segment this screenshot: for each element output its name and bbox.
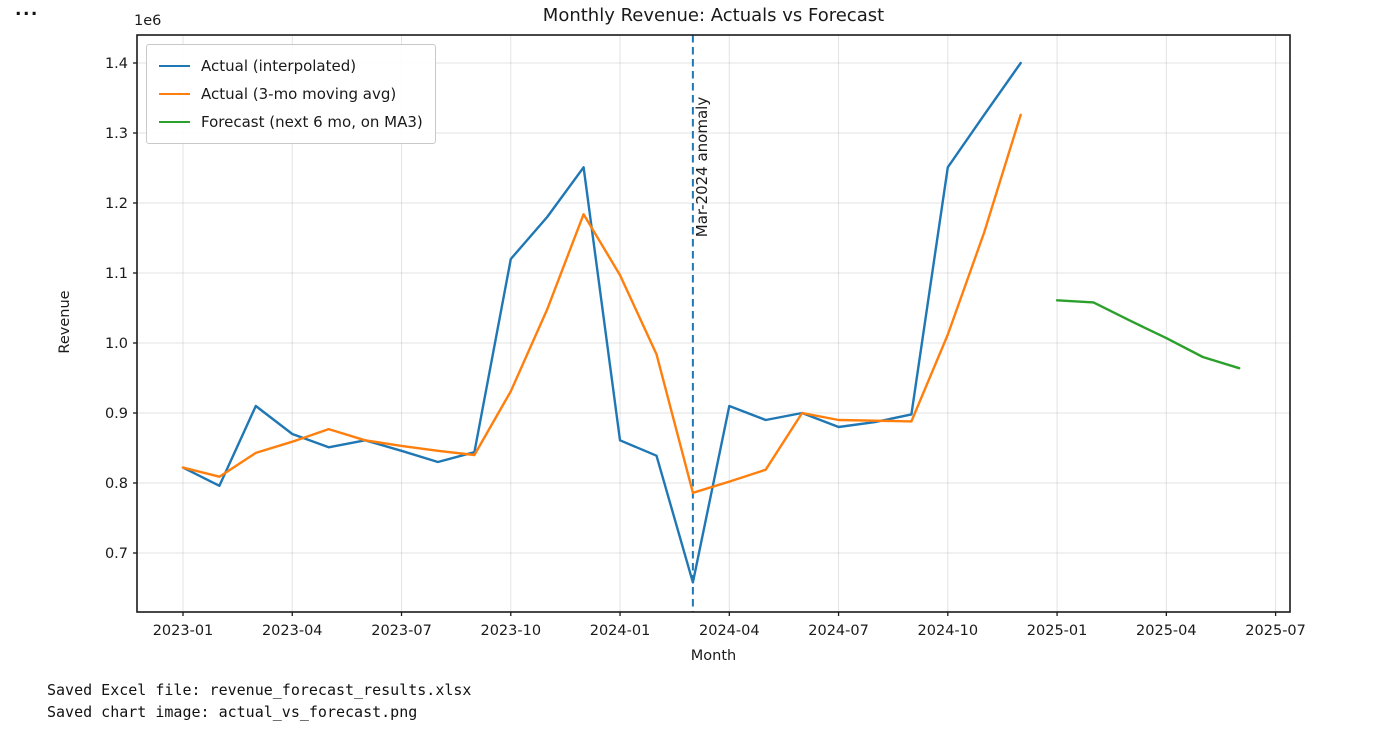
x-tick-label: 2024-07 bbox=[808, 623, 869, 639]
x-tick-label: 2025-07 bbox=[1245, 623, 1306, 639]
legend-line-swatch-blue bbox=[159, 65, 190, 67]
series-line-actual-3-mo-moving-avg bbox=[181, 113, 1022, 494]
legend-item-forecast: Forecast (next 6 mo, on MA3) bbox=[159, 108, 423, 136]
series-line-forecast-next-6-mo-on-ma3 bbox=[1055, 299, 1241, 370]
y-tick-label: 0.8 bbox=[105, 476, 128, 492]
y-tick-label: 0.7 bbox=[105, 546, 128, 562]
y-tick-label: 1.1 bbox=[105, 266, 128, 282]
x-axis-title: Month bbox=[690, 648, 737, 664]
x-tick-label: 2023-04 bbox=[262, 623, 323, 639]
y-axis-title: Revenue bbox=[57, 290, 73, 354]
anomaly-annotation-label: Mar-2024 anomaly bbox=[693, 96, 711, 238]
x-tick-label: 2023-10 bbox=[480, 623, 541, 639]
x-tick-label: 2024-10 bbox=[918, 623, 979, 639]
x-tick-label: 2024-01 bbox=[590, 623, 651, 639]
legend-line-swatch-green bbox=[159, 121, 190, 123]
truncated-output-ellipsis: ... bbox=[15, 0, 39, 20]
x-tick-label: 2023-01 bbox=[153, 623, 214, 639]
legend-line-swatch-orange bbox=[159, 93, 190, 95]
y-tick-label: 1.4 bbox=[105, 56, 128, 72]
legend-item-moving-avg: Actual (3-mo moving avg) bbox=[159, 80, 423, 108]
axes-border bbox=[136, 34, 1291, 613]
y-tick-label: 1.0 bbox=[105, 336, 128, 352]
legend-label: Actual (3-mo moving avg) bbox=[201, 85, 397, 103]
chart-plot-area: 2023-01 2023-04 2023-07 2023-10 2024-01 2024-… bbox=[105, 34, 1306, 639]
x-tick-label: 2024-04 bbox=[699, 623, 760, 639]
legend-item-actual-interpolated: Actual (interpolated) bbox=[159, 52, 423, 80]
chart-legend: Actual (interpolated) Actual (3-mo movin… bbox=[146, 44, 436, 144]
legend-label: Forecast (next 6 mo, on MA3) bbox=[201, 113, 423, 131]
legend-label: Actual (interpolated) bbox=[201, 57, 357, 75]
y-tick-label: 1.3 bbox=[105, 126, 128, 142]
y-axis-offset-label: 1e6 bbox=[134, 13, 162, 29]
y-tick-label: 0.9 bbox=[105, 406, 128, 422]
y-tick-label: 1.2 bbox=[105, 196, 128, 212]
saved-excel-file-message: Saved Excel file: revenue_forecast_resul… bbox=[47, 681, 472, 699]
saved-chart-image-message: Saved chart image: actual_vs_forecast.pn… bbox=[47, 703, 418, 721]
x-tick-label: 2023-07 bbox=[371, 623, 432, 639]
chart-title: Monthly Revenue: Actuals vs Forecast bbox=[542, 5, 885, 26]
x-tick-label: 2025-01 bbox=[1027, 623, 1088, 639]
x-tick-label: 2025-04 bbox=[1136, 623, 1197, 639]
